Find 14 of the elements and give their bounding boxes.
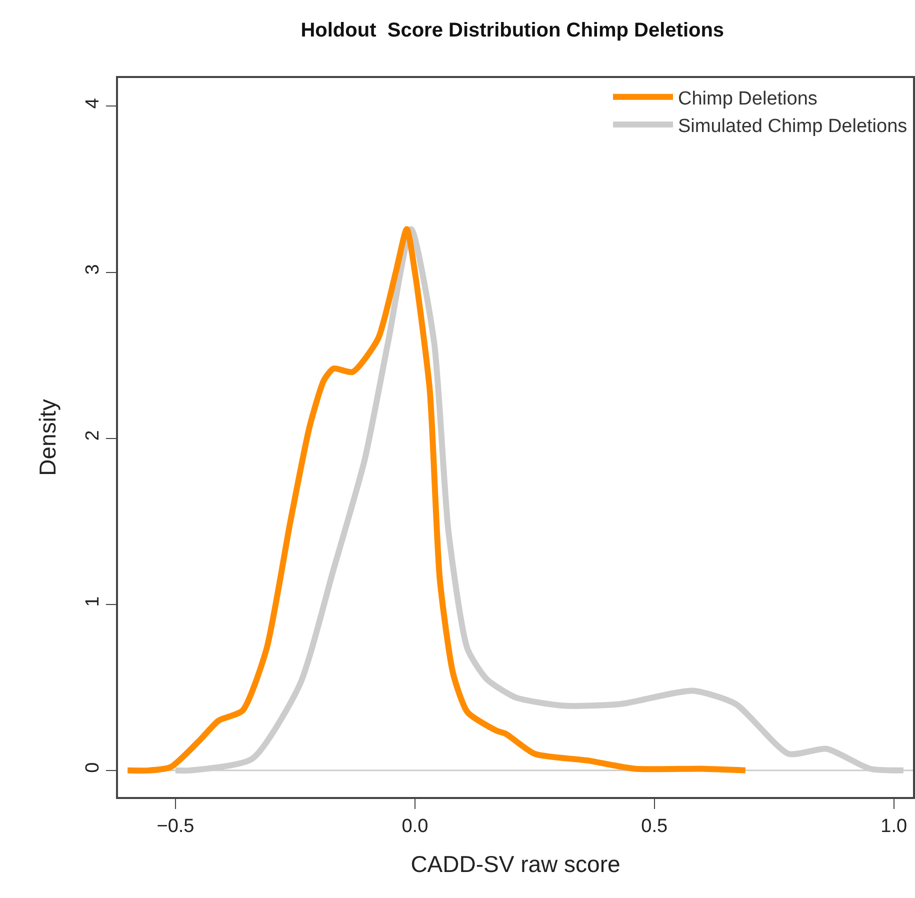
y-axis-title: Density [34,398,60,476]
chart-title: Holdout Score Distribution Chimp Deletions [300,19,724,42]
y-tick-label: 1 [82,596,104,607]
x-axis-title: CADD-SV raw score [410,850,620,877]
y-tick-label: 2 [82,430,104,441]
x-tick-label: −0.5 [156,816,194,837]
y-tick-label: 0 [82,762,104,773]
y-tick-label: 3 [82,264,104,275]
legend-label: Simulated Chimp Deletions [678,116,908,137]
x-tick-label: 0.0 [402,816,428,837]
y-tick-label: 4 [82,98,104,109]
x-tick-label: 0.5 [641,816,668,837]
legend-label: Chimp Deletions [678,88,818,110]
x-tick-label: 1.0 [880,816,908,837]
